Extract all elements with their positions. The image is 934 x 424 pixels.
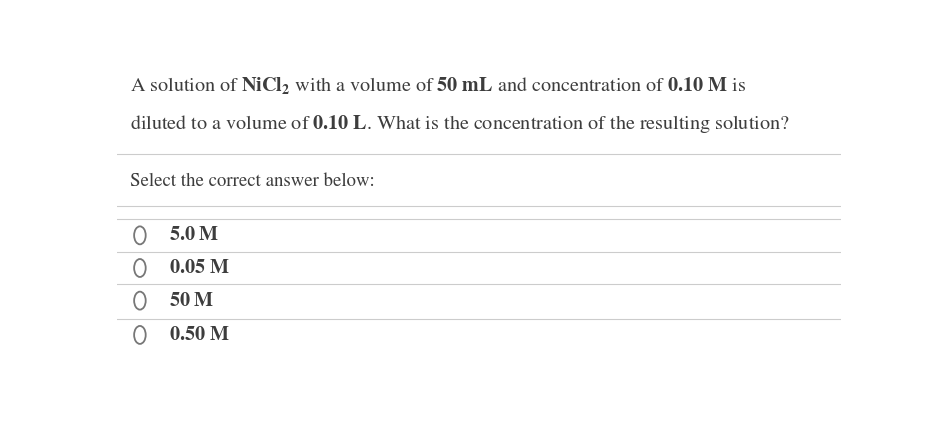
Text: $\mathbf{5.0\ M}$: $\mathbf{5.0\ M}$ — [169, 226, 219, 244]
Text: A solution of $\mathbf{NiCl_2}$ with a volume of $\mathbf{50\ mL}$ and concentra: A solution of $\mathbf{NiCl_2}$ with a v… — [130, 75, 746, 96]
Text: $\mathbf{0.50\ M}$: $\mathbf{0.50\ M}$ — [169, 326, 230, 344]
Text: Select the correct answer below:: Select the correct answer below: — [130, 173, 375, 190]
Text: $\mathbf{0.05\ M}$: $\mathbf{0.05\ M}$ — [169, 259, 230, 277]
Text: diluted to a volume of $\mathbf{0.10\ L}$. What is the concentration of the resu: diluted to a volume of $\mathbf{0.10\ L}… — [130, 113, 789, 135]
Text: $\mathbf{50\ M}$: $\mathbf{50\ M}$ — [169, 292, 214, 310]
